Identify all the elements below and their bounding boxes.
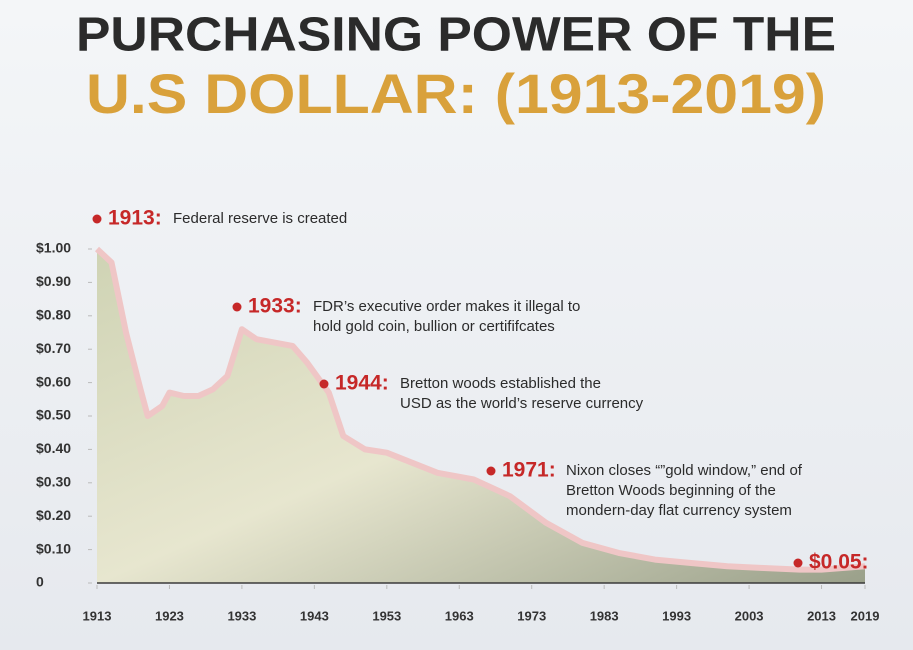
annotation-text: hold gold coin, bullion or certififcates: [313, 318, 555, 335]
title-line: PURCHASING POWER OF THE: [76, 9, 836, 62]
x-tick-label: 1963: [445, 608, 474, 623]
annotation-dot: [232, 302, 242, 312]
x-tick-label: 1943: [300, 608, 329, 623]
area-outline: [94, 246, 866, 573]
annotation-text: Federal reserve is created: [173, 210, 347, 227]
x-tick-label: 1923: [155, 608, 184, 623]
y-tick-label: $0.90: [36, 273, 71, 289]
x-tick-label: 2013: [807, 608, 836, 623]
x-tick-label: 1953: [372, 608, 401, 623]
annotation-text: USD as the world’s reserve currency: [400, 395, 644, 412]
y-tick-label: $0.30: [36, 474, 71, 490]
annotation-dot: [793, 558, 803, 568]
annotation-text: Bretton Woods beginning of the: [566, 482, 776, 499]
x-tick-label: 2003: [735, 608, 764, 623]
annotation-dot: [92, 214, 102, 224]
x-tick-label: 1993: [662, 608, 691, 623]
title-line: U.S DOLLAR: (1913-2019): [86, 62, 826, 125]
annotation-label: 1971:: [502, 459, 556, 482]
annotation-dot: [319, 379, 329, 389]
annotation-label: 1933:: [248, 295, 302, 318]
x-tick-label: 1973: [517, 608, 546, 623]
y-tick-label: $0.20: [36, 507, 71, 523]
annotation-label: $0.05:: [809, 551, 869, 574]
annotation-label: 1944:: [335, 372, 389, 395]
x-tick-label: 1933: [227, 608, 256, 623]
y-tick-label: $0.40: [36, 440, 71, 456]
x-tick-label: 1983: [590, 608, 619, 623]
y-tick-label: 0: [36, 574, 44, 590]
annotation-text: Nixon closes “”gold window,” end of: [566, 462, 803, 479]
area: [97, 249, 865, 583]
y-tick-label: $1.00: [36, 240, 71, 256]
y-tick-label: $0.50: [36, 407, 71, 423]
x-tick-label: 1913: [83, 608, 112, 623]
x-tick-label: 2019: [851, 608, 880, 623]
annotation-text: mondern-day flat currency system: [566, 502, 792, 519]
annotation-label: 1913:: [108, 207, 162, 230]
annotation-text: Bretton woods established the: [400, 375, 601, 392]
y-tick-label: $0.10: [36, 540, 71, 556]
y-tick-label: $0.60: [36, 373, 71, 389]
annotation-text: FDR’s executive order makes it illegal t…: [313, 298, 580, 315]
y-tick-label: $0.70: [36, 340, 71, 356]
annotation-dot: [486, 466, 496, 476]
y-tick-label: $0.80: [36, 307, 71, 323]
